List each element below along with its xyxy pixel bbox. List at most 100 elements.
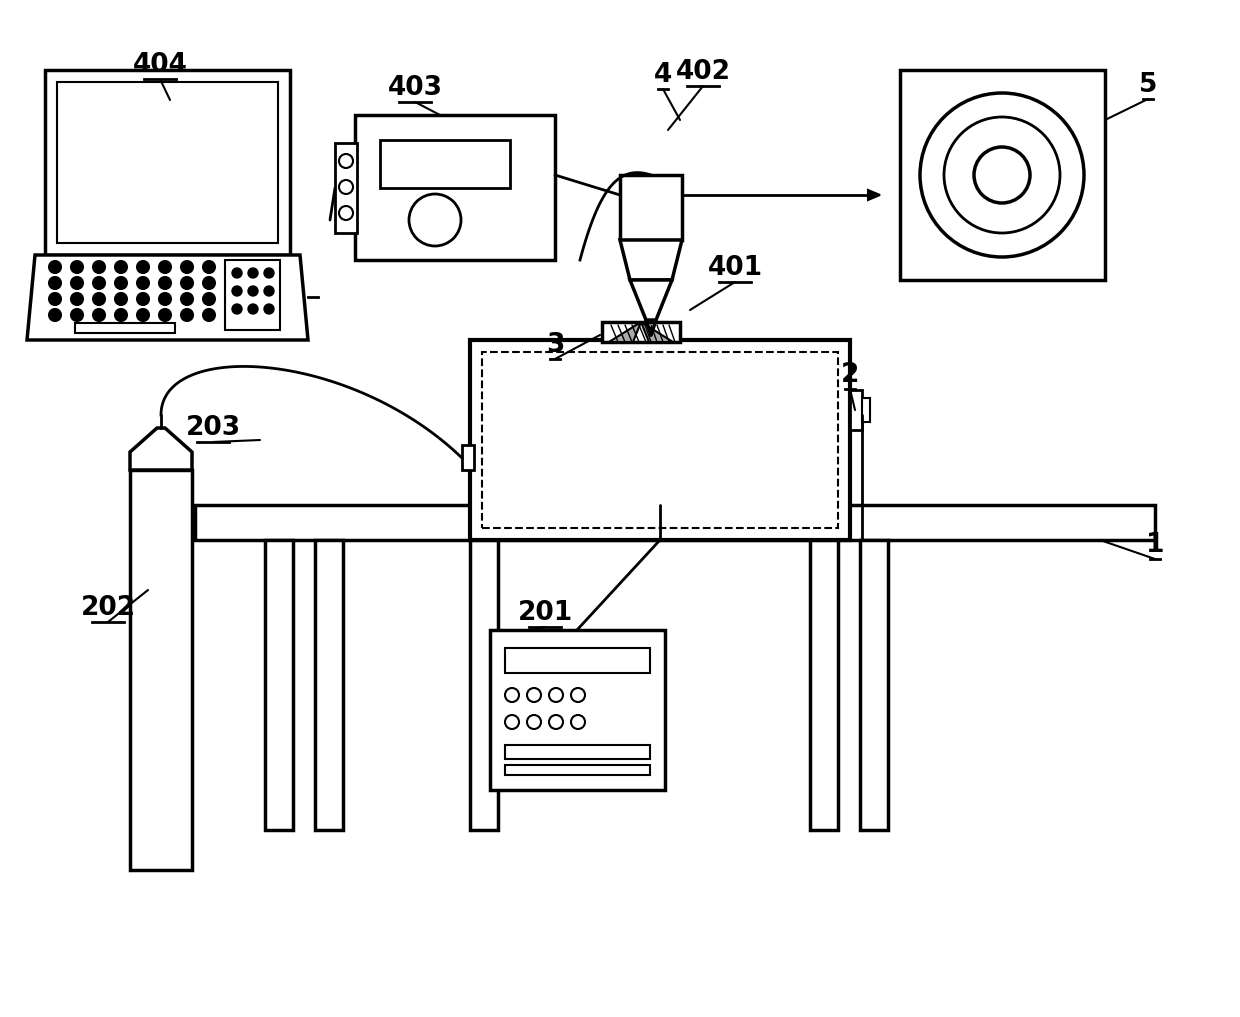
Bar — [470, 540, 498, 830]
Text: 404: 404 — [133, 52, 187, 78]
Bar — [379, 140, 510, 188]
Bar — [74, 323, 175, 333]
Circle shape — [232, 304, 242, 314]
Bar — [463, 445, 474, 470]
Circle shape — [136, 261, 149, 273]
Circle shape — [71, 293, 83, 305]
Circle shape — [181, 309, 193, 321]
Text: 202: 202 — [81, 595, 135, 621]
Circle shape — [50, 261, 61, 273]
Polygon shape — [609, 322, 641, 342]
Circle shape — [944, 117, 1060, 233]
Circle shape — [570, 715, 585, 729]
Circle shape — [93, 293, 105, 305]
Polygon shape — [620, 240, 682, 280]
Circle shape — [527, 715, 541, 729]
Bar — [315, 540, 343, 830]
Bar — [130, 470, 192, 870]
Polygon shape — [641, 322, 673, 342]
Circle shape — [136, 293, 149, 305]
Text: 403: 403 — [388, 75, 443, 101]
Circle shape — [159, 261, 171, 273]
Circle shape — [203, 293, 215, 305]
Bar — [505, 765, 650, 775]
Circle shape — [136, 277, 149, 289]
Bar — [355, 115, 556, 260]
Bar — [849, 390, 862, 430]
Polygon shape — [868, 190, 880, 200]
Bar — [224, 260, 280, 330]
Bar — [265, 540, 293, 830]
Circle shape — [50, 277, 61, 289]
Circle shape — [339, 154, 353, 168]
Bar — [862, 398, 870, 422]
Bar — [810, 540, 838, 830]
Circle shape — [93, 277, 105, 289]
Polygon shape — [27, 255, 308, 340]
Bar — [45, 70, 290, 255]
Circle shape — [973, 147, 1030, 203]
Circle shape — [505, 687, 520, 702]
Bar — [57, 82, 278, 243]
Text: 5: 5 — [1138, 72, 1157, 98]
Circle shape — [136, 309, 149, 321]
Circle shape — [93, 309, 105, 321]
Bar — [505, 745, 650, 759]
Circle shape — [50, 309, 61, 321]
Bar — [505, 648, 650, 673]
Text: 402: 402 — [676, 59, 730, 85]
Circle shape — [264, 268, 274, 278]
Circle shape — [203, 277, 215, 289]
Circle shape — [264, 304, 274, 314]
Bar — [861, 540, 888, 830]
Circle shape — [339, 206, 353, 220]
Circle shape — [181, 293, 193, 305]
Text: 2: 2 — [841, 362, 859, 388]
Circle shape — [549, 687, 563, 702]
Text: 401: 401 — [708, 255, 763, 281]
Text: 201: 201 — [517, 600, 573, 626]
Circle shape — [264, 286, 274, 296]
Circle shape — [115, 261, 126, 273]
Circle shape — [115, 277, 126, 289]
Circle shape — [181, 261, 193, 273]
Circle shape — [248, 304, 258, 314]
Circle shape — [203, 261, 215, 273]
Circle shape — [570, 687, 585, 702]
Circle shape — [181, 277, 193, 289]
Circle shape — [920, 93, 1084, 257]
Bar — [900, 70, 1105, 280]
Bar — [335, 143, 357, 233]
Circle shape — [71, 309, 83, 321]
Circle shape — [203, 309, 215, 321]
Circle shape — [50, 293, 61, 305]
Bar — [195, 505, 1154, 540]
Text: 3: 3 — [546, 332, 564, 358]
Circle shape — [159, 277, 171, 289]
Bar — [601, 322, 680, 342]
Circle shape — [93, 261, 105, 273]
Circle shape — [339, 180, 353, 194]
Polygon shape — [130, 428, 192, 470]
Circle shape — [232, 268, 242, 278]
Circle shape — [232, 286, 242, 296]
Circle shape — [409, 194, 461, 246]
Text: 203: 203 — [186, 415, 241, 441]
Circle shape — [71, 261, 83, 273]
Bar — [482, 352, 838, 528]
Polygon shape — [630, 280, 672, 320]
Circle shape — [527, 687, 541, 702]
Circle shape — [248, 268, 258, 278]
Bar — [620, 175, 682, 240]
Text: 1: 1 — [1146, 532, 1164, 558]
Circle shape — [248, 286, 258, 296]
Bar — [470, 340, 849, 540]
Circle shape — [505, 715, 520, 729]
Circle shape — [115, 309, 126, 321]
Circle shape — [159, 309, 171, 321]
Circle shape — [71, 277, 83, 289]
Text: 4: 4 — [653, 62, 672, 88]
Circle shape — [549, 715, 563, 729]
Circle shape — [115, 293, 126, 305]
Bar — [490, 630, 665, 790]
